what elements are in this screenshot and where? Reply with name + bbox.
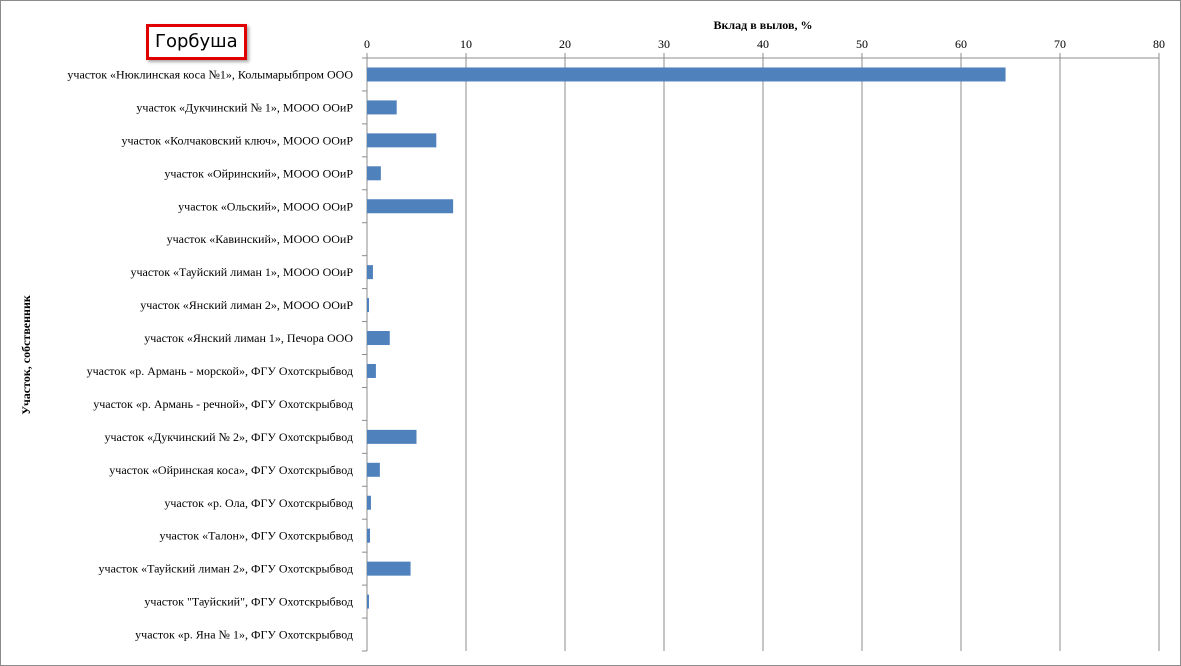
bar [367, 100, 397, 115]
category-label: участок «Тауйский лиман 2», ФГУ Охотскры… [99, 562, 353, 576]
bar [367, 528, 370, 543]
bar [367, 166, 381, 181]
category-label: участок «Ойринский», МООО ООиР [164, 166, 353, 180]
category-label: участок «Дукчинский № 2», ФГУ Охотскрыбв… [104, 430, 353, 444]
x-tick-label: 0 [364, 37, 370, 51]
category-label: участок «Талон», ФГУ Охотскрыбвод [160, 529, 354, 543]
bar [367, 298, 369, 313]
bar [367, 495, 371, 510]
category-label: участок «р. Армань - речной», ФГУ Охотск… [93, 397, 353, 411]
category-label: участок "Тауйский", ФГУ Охотскрыбвод [144, 595, 353, 609]
category-label: участок «Дукчинский № 1», МООО ООиР [136, 100, 353, 114]
bar [367, 462, 380, 477]
species-badge: Горбуша [146, 24, 247, 60]
bar [367, 199, 454, 214]
x-tick-label: 30 [658, 37, 670, 51]
bar [367, 429, 417, 444]
bar [367, 594, 369, 609]
category-label: участок «Ольский», МООО ООиР [178, 199, 353, 213]
bar [367, 561, 411, 576]
bar [367, 133, 437, 148]
x-tick-label: 10 [460, 37, 472, 51]
bar [367, 363, 376, 378]
x-tick-label: 20 [559, 37, 571, 51]
y-axis-title: Участок, собственник [19, 295, 33, 415]
x-tick-label: 80 [1153, 37, 1165, 51]
category-label: участок «р. Армань - морской», ФГУ Охотс… [87, 364, 353, 378]
category-label: участок «Янский лиман 2», МООО ООиР [140, 298, 353, 312]
category-label: участок «р. Ола, ФГУ Охотскрыбвод [164, 496, 353, 510]
category-label: участок «Нюклинская коса №1», Колымарыбп… [67, 67, 353, 81]
bar [367, 265, 373, 280]
category-label: участок «Колчаковский ключ», МООО ООиР [122, 133, 354, 147]
category-label: участок «Янский лиман 1», Печора ООО [144, 331, 353, 345]
category-label: участок «р. Яна № 1», ФГУ Охотскрыбвод [135, 628, 353, 642]
bar [367, 331, 390, 346]
x-tick-label: 60 [955, 37, 967, 51]
x-tick-label: 50 [856, 37, 868, 51]
category-label: участок «Кавинский», МООО ООиР [167, 232, 354, 246]
x-tick-label: 70 [1054, 37, 1066, 51]
category-label: участок «Ойринская коса», ФГУ Охотскрыбв… [109, 463, 353, 477]
bar [367, 67, 1006, 82]
category-label: участок «Тауйский лиман 1», МООО ООиР [130, 265, 353, 279]
x-tick-label: 40 [757, 37, 769, 51]
x-axis-title: Вклад в вылов, % [714, 18, 813, 32]
